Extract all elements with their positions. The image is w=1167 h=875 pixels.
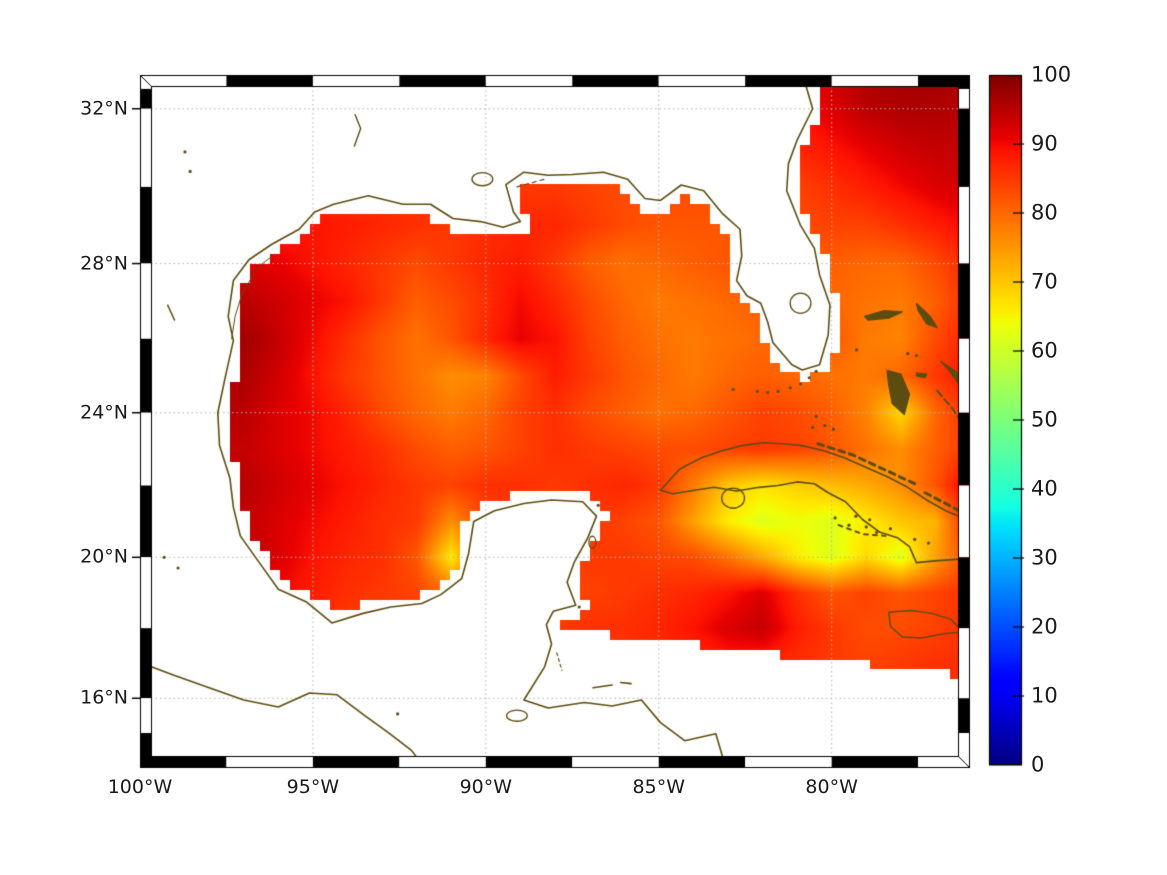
colorbar-tick-label-80: 80: [1031, 200, 1058, 225]
lon-tick-label-100°W: 100°W: [107, 776, 173, 798]
lat-tick-label-32°N: 32°N: [80, 97, 128, 120]
colorbar-tick-label-40: 40: [1031, 476, 1058, 501]
colorbar-tick-label-50: 50: [1031, 407, 1058, 432]
lon-tick-label-85°W: 85°W: [632, 776, 685, 798]
lon-tick-label-90°W: 90°W: [459, 776, 513, 798]
lat-tick-label-20°N: 20°N: [80, 545, 128, 568]
lon-tick-label-80°W: 80°W: [805, 776, 858, 798]
colorbar-tick-label-30: 30: [1031, 545, 1058, 570]
lat-tick-label-28°N: 28°N: [80, 252, 128, 275]
lat-tick-label-16°N: 16°N: [80, 686, 128, 709]
colorbar-tick-label-10: 10: [1031, 683, 1058, 708]
lat-tick-label-24°N: 24°N: [80, 401, 128, 424]
colorbar-tick-label-90: 90: [1031, 131, 1058, 156]
colorbar-tick-label-60: 60: [1031, 338, 1058, 363]
colorbar-tick-label-20: 20: [1031, 614, 1058, 639]
colorbar-tick-label-0: 0: [1031, 752, 1045, 777]
colorbar-tick-label-70: 70: [1031, 269, 1058, 294]
lon-tick-label-95°W: 95°W: [286, 776, 340, 798]
colorbar-tick-label-100: 100: [1031, 62, 1072, 87]
